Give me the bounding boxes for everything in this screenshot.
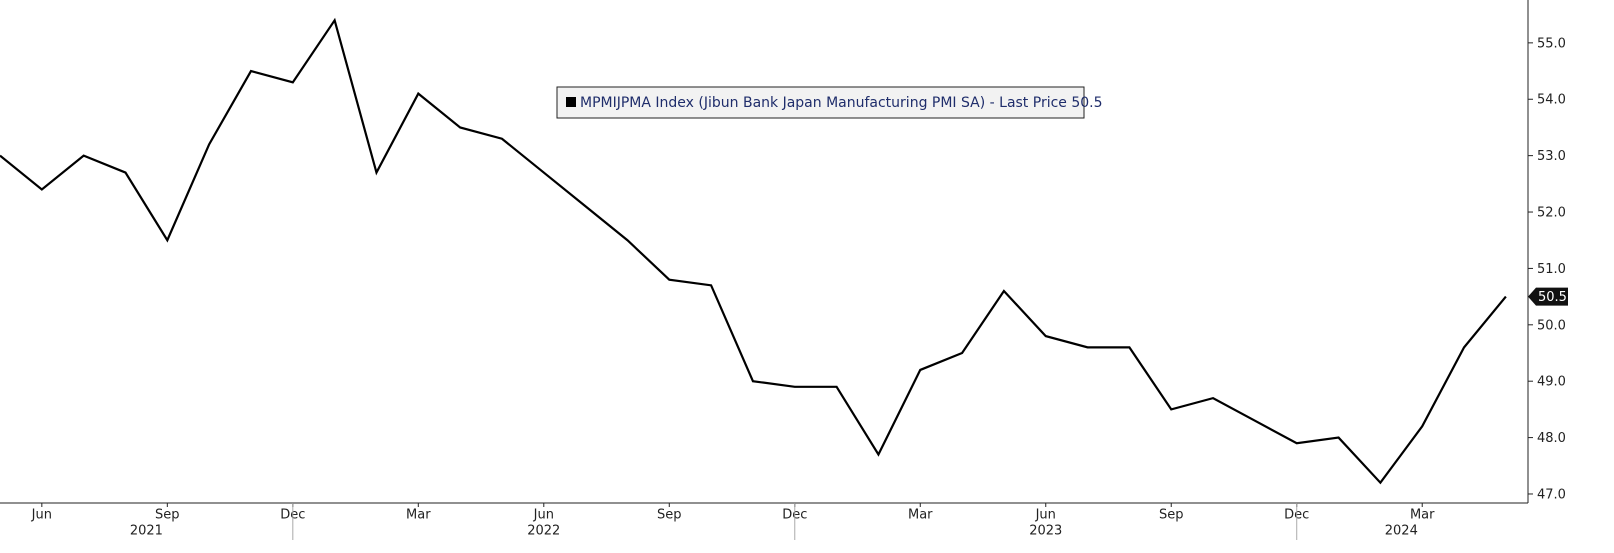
legend: MPMIJPMA Index (Jibun Bank Japan Manufac… bbox=[556, 86, 1103, 119]
y-tick-label: 47.0 bbox=[1537, 487, 1566, 502]
y-tick-label: 54.0 bbox=[1537, 93, 1566, 108]
x-tick-label: Sep bbox=[657, 508, 682, 523]
y-tick-label: 50.0 bbox=[1537, 318, 1566, 333]
y-tick-label: 51.0 bbox=[1537, 262, 1566, 277]
x-tick-label: Mar bbox=[1410, 508, 1435, 523]
legend-swatch bbox=[566, 97, 576, 107]
year-label: 2024 bbox=[1385, 524, 1418, 539]
x-tick-label: Jun bbox=[31, 508, 52, 523]
line-series bbox=[0, 17, 1507, 485]
y-tick-label: 55.0 bbox=[1537, 36, 1566, 51]
y-tick-label: 53.0 bbox=[1537, 149, 1566, 164]
year-label: 2022 bbox=[527, 524, 560, 539]
last-price-label: 50.5 bbox=[1538, 290, 1567, 305]
y-tick-label: 52.0 bbox=[1537, 206, 1566, 221]
y-tick-label: 49.0 bbox=[1537, 375, 1566, 390]
y-tick-label: 48.0 bbox=[1537, 431, 1566, 446]
x-tick-label: Mar bbox=[406, 508, 431, 523]
legend-box bbox=[556, 86, 1085, 119]
x-tick-label: Sep bbox=[155, 508, 180, 523]
x-tick-label: Jun bbox=[533, 508, 554, 523]
year-label: 2023 bbox=[1029, 524, 1062, 539]
x-tick-label: Mar bbox=[908, 508, 933, 523]
x-tick-label: Sep bbox=[1159, 508, 1184, 523]
x-tick-label: Jun bbox=[1035, 508, 1056, 523]
year-label: 2021 bbox=[130, 524, 163, 539]
last-price-tag bbox=[1528, 287, 1568, 306]
legend-label: MPMIJPMA Index (Jibun Bank Japan Manufac… bbox=[580, 95, 1103, 111]
